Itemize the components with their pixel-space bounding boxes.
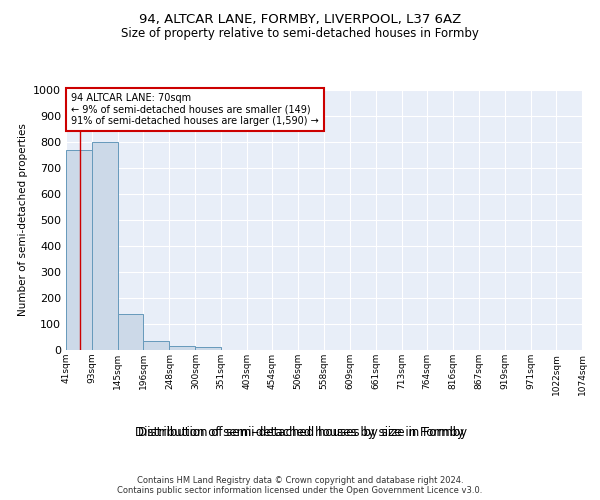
Text: 94 ALTCAR LANE: 70sqm
← 9% of semi-detached houses are smaller (149)
91% of semi: 94 ALTCAR LANE: 70sqm ← 9% of semi-detac… [71, 92, 319, 126]
Bar [118, 314, 143, 350]
Bar [92, 142, 118, 350]
Text: Distribution of semi-detached houses by size in Formby: Distribution of semi-detached houses by … [136, 426, 464, 439]
Bar [169, 346, 196, 350]
Bar [196, 348, 221, 350]
Text: Size of property relative to semi-detached houses in Formby: Size of property relative to semi-detach… [121, 28, 479, 40]
Text: Distribution of semi-detached houses by size in Formby: Distribution of semi-detached houses by … [139, 426, 467, 439]
Bar [66, 150, 92, 350]
Text: Contains HM Land Registry data © Crown copyright and database right 2024.
Contai: Contains HM Land Registry data © Crown c… [118, 476, 482, 495]
Y-axis label: Number of semi-detached properties: Number of semi-detached properties [17, 124, 28, 316]
Text: 94, ALTCAR LANE, FORMBY, LIVERPOOL, L37 6AZ: 94, ALTCAR LANE, FORMBY, LIVERPOOL, L37 … [139, 12, 461, 26]
Bar [143, 341, 169, 350]
